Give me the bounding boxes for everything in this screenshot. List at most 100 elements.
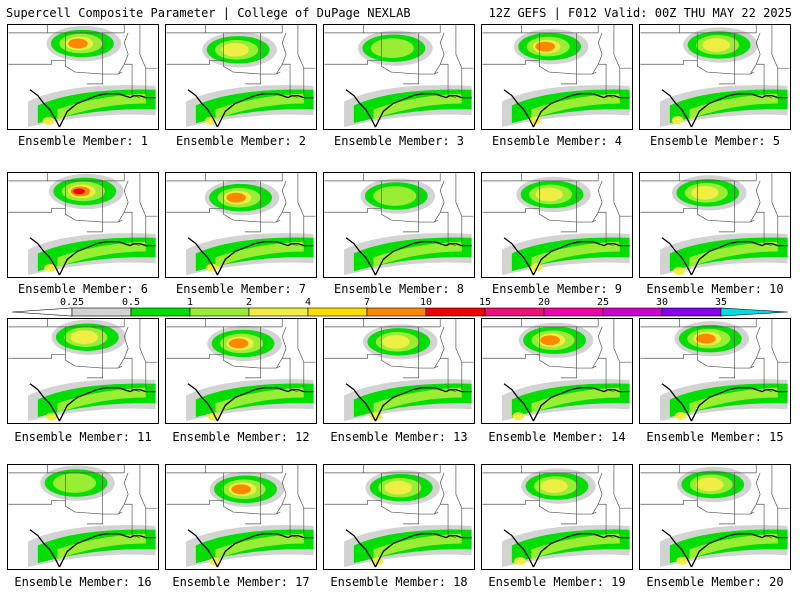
panel-caption: Ensemble Member: 4 <box>491 134 623 148</box>
ensemble-panel-6 <box>7 172 159 278</box>
scp-contour <box>228 338 249 349</box>
scp-map <box>324 465 474 568</box>
scp-contour <box>57 533 146 560</box>
legend-tick-label: 0.25 <box>60 297 84 308</box>
state-borders <box>324 25 474 98</box>
panel-caption: Ensemble Member: 1 <box>17 134 149 148</box>
legend-arrow-left <box>12 307 73 317</box>
scp-contour <box>535 41 555 52</box>
scp-contour <box>57 387 146 414</box>
scp-contour <box>370 38 414 59</box>
scp-contour <box>689 387 778 414</box>
ensemble-panel-2 <box>165 24 317 130</box>
coastline <box>187 89 314 128</box>
coastline <box>345 237 472 276</box>
scp-contour <box>531 93 620 120</box>
ensemble-panel-4 <box>481 24 633 130</box>
scp-map <box>8 173 158 276</box>
state-borders <box>166 319 316 392</box>
scp-map <box>640 25 790 128</box>
scp-contour <box>57 241 146 268</box>
ensemble-panel-1 <box>7 24 159 130</box>
scp-contour <box>373 93 462 120</box>
scp-contour <box>215 533 304 560</box>
scp-map <box>640 319 790 422</box>
scp-contour <box>215 387 304 414</box>
legend-swatch <box>602 307 663 317</box>
coastline <box>661 529 788 568</box>
scp-map <box>640 173 790 276</box>
color-legend: 0.25 0.5 1 2 4 7 10 15 20 25 30 35 <box>12 297 788 317</box>
legend-swatch <box>543 307 604 317</box>
state-borders <box>324 319 474 392</box>
coastline <box>661 383 788 422</box>
state-borders <box>8 319 158 392</box>
panel-caption: Ensemble Member: 8 <box>333 282 465 296</box>
scp-contour <box>215 93 304 120</box>
scp-contour <box>689 533 778 560</box>
ensemble-panel-18 <box>323 464 475 570</box>
scp-contour <box>689 241 778 268</box>
coastline <box>345 89 472 128</box>
ensemble-panel-11 <box>7 318 159 424</box>
scp-contour <box>73 188 85 195</box>
coastline <box>503 237 630 276</box>
scp-contour <box>696 477 724 492</box>
scp-contour <box>68 38 88 49</box>
scp-contour <box>373 241 462 268</box>
state-borders <box>8 465 158 538</box>
coastline <box>661 237 788 276</box>
panel-caption: Ensemble Member: 11 <box>14 430 152 444</box>
panel-caption: Ensemble Member: 18 <box>330 575 468 589</box>
scp-contour <box>531 387 620 414</box>
legend-swatch <box>425 307 486 317</box>
ensemble-panel-14 <box>481 318 633 424</box>
scp-map <box>640 465 790 568</box>
panel-caption: Ensemble Member: 9 <box>491 282 623 296</box>
ensemble-panel-17 <box>165 464 317 570</box>
legend-swatch <box>130 307 191 317</box>
scp-contour <box>540 335 560 346</box>
panel-caption: Ensemble Member: 10 <box>646 282 784 296</box>
legend-tick-label: 1 <box>187 297 193 308</box>
ensemble-panel-15 <box>639 318 791 424</box>
panel-caption: Ensemble Member: 17 <box>172 575 310 589</box>
panel-caption: Ensemble Member: 15 <box>646 430 784 444</box>
panel-caption: Ensemble Member: 2 <box>175 134 307 148</box>
ensemble-panel-16 <box>7 464 159 570</box>
state-borders <box>482 173 632 246</box>
state-borders <box>324 465 474 538</box>
scp-map <box>8 319 158 422</box>
legend-tick-label: 0.5 <box>122 297 140 308</box>
legend-tick-label: 35 <box>715 297 727 308</box>
coastline <box>29 237 156 276</box>
scp-contour <box>531 533 620 560</box>
ensemble-panel-9 <box>481 172 633 278</box>
scp-contour <box>531 241 620 268</box>
scp-contour <box>540 479 568 493</box>
state-borders <box>640 319 790 392</box>
state-borders <box>166 173 316 246</box>
legend-tick-label: 25 <box>597 297 609 308</box>
scp-contour <box>45 412 58 421</box>
legend-swatch <box>484 307 545 317</box>
scp-map <box>482 319 632 422</box>
state-borders <box>640 465 790 538</box>
legend-tick-label: 4 <box>305 297 311 308</box>
panel-caption: Ensemble Member: 7 <box>175 282 307 296</box>
state-borders <box>482 465 632 538</box>
scp-map <box>482 25 632 128</box>
state-borders <box>324 173 474 246</box>
legend-swatch <box>248 307 309 317</box>
legend-swatch <box>366 307 427 317</box>
coastline <box>187 237 314 276</box>
legend-swatch <box>189 307 250 317</box>
ensemble-panel-13 <box>323 318 475 424</box>
scp-contour <box>57 93 146 120</box>
legend-swatch <box>307 307 368 317</box>
scp-contour <box>384 480 413 495</box>
coastline <box>29 383 156 422</box>
coastline <box>29 89 156 128</box>
scp-contour <box>691 185 719 200</box>
scp-contour <box>215 241 304 268</box>
